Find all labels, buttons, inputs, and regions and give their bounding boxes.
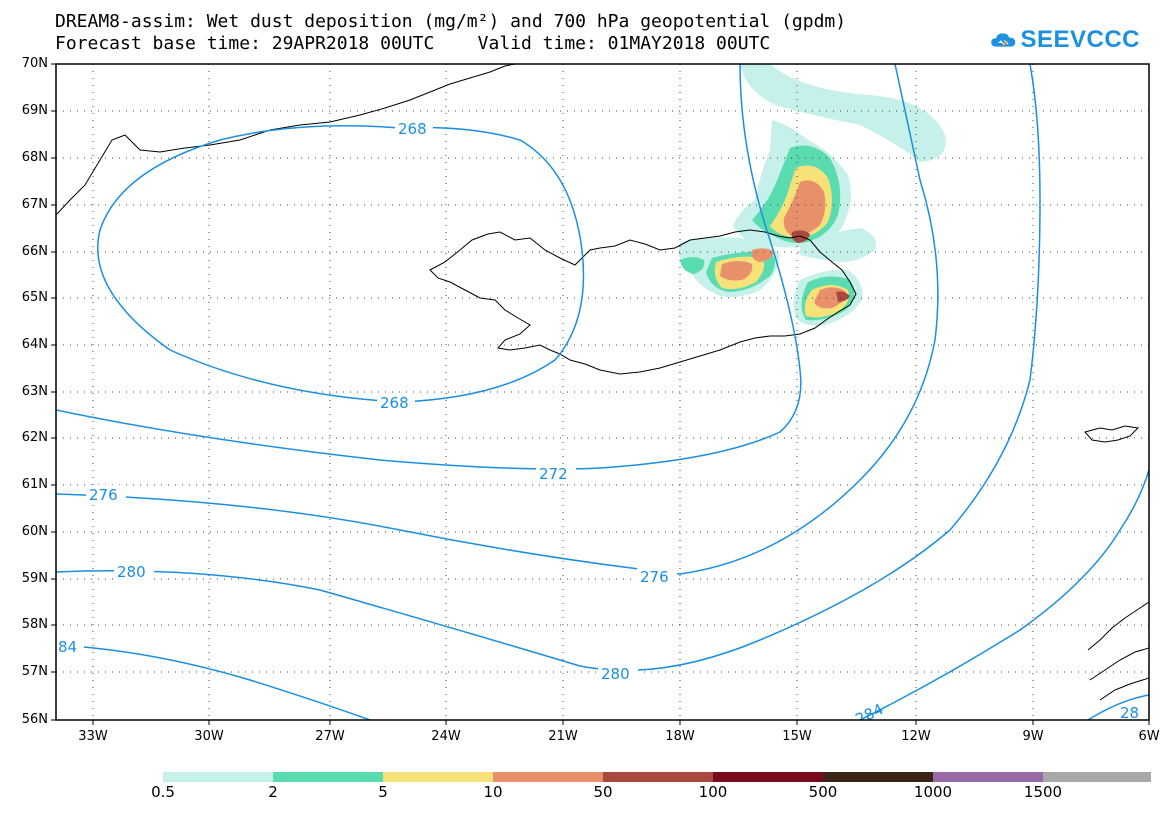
logo-text: SEEVCCC bbox=[1020, 26, 1140, 53]
lon-label: 15W bbox=[782, 729, 812, 744]
colorbar-label: 500 bbox=[808, 783, 838, 801]
chart-title-line2: Forecast base time: 29APR2018 00UTC Vali… bbox=[55, 33, 771, 54]
contour-label-284-left: 84 bbox=[58, 638, 77, 656]
cloud-icon bbox=[991, 33, 1016, 47]
colorbar-label: 1500 bbox=[1023, 783, 1063, 801]
contour-label-276-left: 276 bbox=[89, 486, 118, 504]
contour-272 bbox=[56, 64, 802, 470]
colorbar-bin bbox=[273, 772, 383, 782]
chart-title-line1: DREAM8-assim: Wet dust deposition (mg/m²… bbox=[55, 11, 847, 32]
coastlines bbox=[56, 64, 1149, 701]
contour-label-268-bottom: 268 bbox=[380, 394, 409, 412]
contour-268 bbox=[97, 124, 585, 403]
colorbar-bin bbox=[163, 772, 273, 782]
colorbar-bin bbox=[933, 772, 1043, 782]
colorbar-label: 0.5 bbox=[151, 783, 175, 801]
lat-label: 56N bbox=[21, 712, 48, 727]
colorbar-bin bbox=[493, 772, 603, 782]
dust-deposition-shading bbox=[678, 64, 946, 326]
greenland-coast bbox=[56, 64, 516, 216]
contour-label-280-left: 280 bbox=[117, 563, 146, 581]
colorbar-bin bbox=[1043, 772, 1151, 782]
lat-label: 64N bbox=[21, 337, 48, 352]
colorbar-bin bbox=[713, 772, 823, 782]
contour-label-284-right: 284 bbox=[853, 700, 887, 728]
faroe-coast bbox=[1084, 425, 1140, 443]
contour-280 bbox=[56, 64, 1041, 672]
lon-label: 9W bbox=[1022, 729, 1044, 744]
lat-label: 65N bbox=[21, 290, 48, 305]
lat-label: 63N bbox=[21, 384, 48, 399]
colorbar-label: 50 bbox=[593, 783, 613, 801]
colorbar-bin bbox=[383, 772, 493, 782]
colorbar-label: 100 bbox=[698, 783, 728, 801]
geopotential-contours bbox=[56, 64, 1149, 720]
contour-276 bbox=[56, 64, 939, 575]
lon-label: 6W bbox=[1138, 729, 1160, 744]
lat-label: 69N bbox=[21, 103, 48, 118]
lat-label: 61N bbox=[21, 477, 48, 492]
lon-label: 21W bbox=[548, 729, 578, 744]
contour-284-left bbox=[56, 644, 371, 720]
lat-label: 59N bbox=[21, 571, 48, 586]
lat-label: 62N bbox=[21, 430, 48, 445]
contour-label-280-right: 280 bbox=[601, 665, 630, 683]
lon-label: 30W bbox=[194, 729, 224, 744]
lat-label: 68N bbox=[21, 150, 48, 165]
lon-label: 27W bbox=[315, 729, 345, 744]
colorbar-label: 2 bbox=[268, 783, 278, 801]
iceland-coast bbox=[429, 229, 857, 375]
lat-label: 70N bbox=[21, 56, 48, 71]
colorbar-bin bbox=[603, 772, 713, 782]
contour-label-272: 272 bbox=[539, 465, 568, 483]
lat-label: 57N bbox=[21, 664, 48, 679]
contour-label-288: 28 bbox=[1120, 704, 1139, 722]
contour-284-right bbox=[859, 469, 1149, 720]
seevccc-logo: SEEVCCC bbox=[990, 22, 1140, 58]
contour-label-268-top: 268 bbox=[398, 120, 427, 138]
graticule-grid bbox=[56, 64, 1149, 720]
contour-labels: 268 268 272 276 276 280 280 84 284 28 bbox=[56, 119, 1139, 728]
contour-label-276-right: 276 bbox=[640, 568, 669, 586]
lat-label: 66N bbox=[21, 244, 48, 259]
colorbar-label: 10 bbox=[483, 783, 503, 801]
lon-label: 24W bbox=[431, 729, 461, 744]
scotland-coast bbox=[1087, 601, 1149, 701]
lat-label: 60N bbox=[21, 524, 48, 539]
colorbar-label: 1000 bbox=[913, 783, 953, 801]
lon-label: 12W bbox=[901, 729, 931, 744]
lon-label: 18W bbox=[665, 729, 695, 744]
lat-label: 67N bbox=[21, 197, 48, 212]
axis-ticks bbox=[51, 63, 1150, 725]
contour-288 bbox=[1087, 694, 1149, 720]
colorbar-bin bbox=[823, 772, 933, 782]
lon-label: 33W bbox=[78, 729, 108, 744]
lat-label: 58N bbox=[21, 617, 48, 632]
colorbar-label: 5 bbox=[378, 783, 388, 801]
